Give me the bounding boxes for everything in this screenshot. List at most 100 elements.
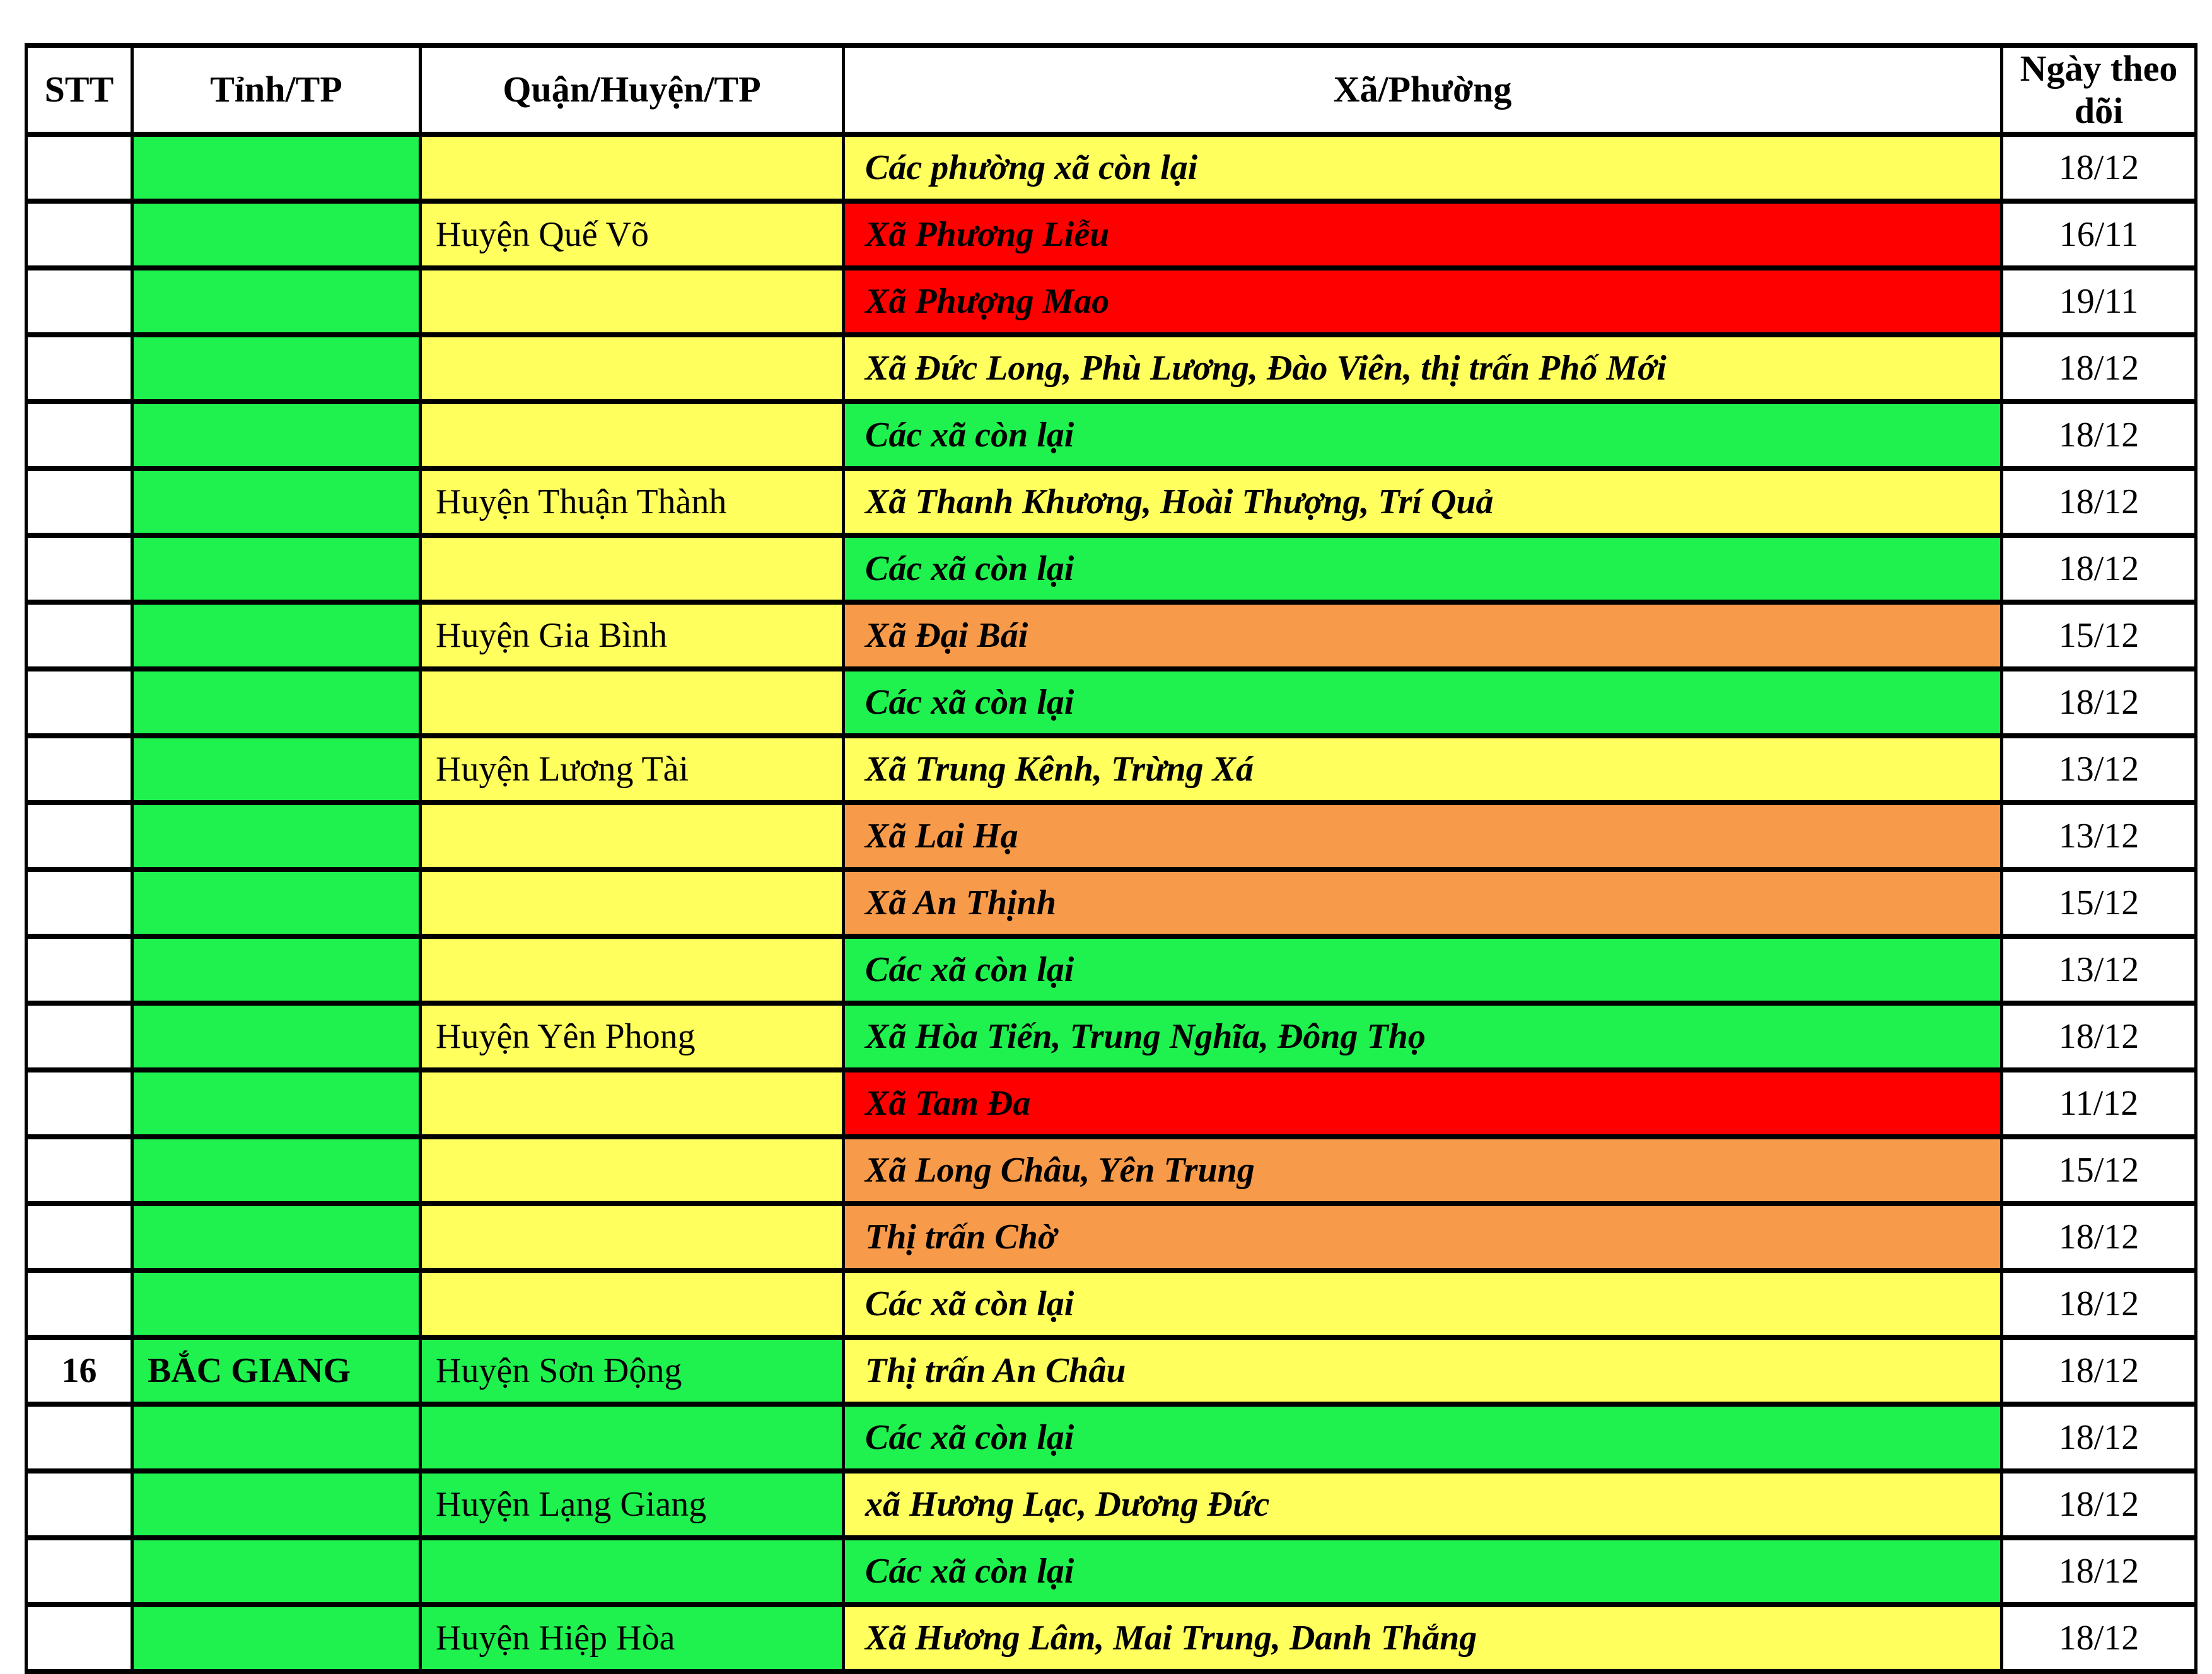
- district-cell: [419, 533, 845, 605]
- district-cell: [419, 132, 845, 204]
- ward-cell: Các phường xã còn lại: [842, 132, 2003, 204]
- province-cell: [131, 1268, 422, 1340]
- date-cell: 18/12: [2000, 666, 2197, 739]
- province-cell: [131, 1468, 422, 1541]
- ward-cell: Các xã còn lại: [842, 399, 2003, 472]
- province-cell: [131, 1402, 422, 1474]
- date-cell: 15/12: [2000, 867, 2197, 939]
- district-cell: [419, 666, 845, 739]
- stt-cell: [25, 1134, 134, 1207]
- province-cell: [131, 1134, 422, 1207]
- ward-cell: Xã Hương Lâm, Mai Trung, Danh Thắng: [842, 1602, 2003, 1674]
- date-cell: 18/12: [2000, 1335, 2197, 1407]
- table-body: Các phường xã còn lại 18/12 Huyện Quế Võ…: [25, 132, 2197, 1674]
- table-row: Xã Long Châu, Yên Trung 15/12: [25, 1134, 2197, 1207]
- ward-cell: Các xã còn lại: [842, 934, 2003, 1006]
- date-cell: 19/11: [2000, 265, 2197, 338]
- district-cell: Huyện Lương Tài: [419, 733, 845, 806]
- ward-cell: Xã Trung Kênh, Trừng Xá: [842, 733, 2003, 806]
- province-cell: [131, 332, 422, 405]
- stt-cell: [25, 1535, 134, 1608]
- province-cell: [131, 1535, 422, 1608]
- date-cell: 18/12: [2000, 1201, 2197, 1274]
- province-cell: [131, 533, 422, 605]
- province-cell: [131, 199, 422, 271]
- ward-cell: Xã Đức Long, Phù Lương, Đào Viên, thị tr…: [842, 332, 2003, 405]
- table-row: Xã Đức Long, Phù Lương, Đào Viên, thị tr…: [25, 332, 2197, 405]
- ward-cell: Xã Long Châu, Yên Trung: [842, 1134, 2003, 1207]
- table-row: Các xã còn lại 18/12: [25, 399, 2197, 472]
- table-row: Thị trấn Chờ 18/12: [25, 1201, 2197, 1274]
- district-cell: [419, 1535, 845, 1608]
- ward-cell: Xã Lai Hạ: [842, 800, 2003, 873]
- district-cell: [419, 1067, 845, 1140]
- ward-cell: Thị trấn Chờ: [842, 1201, 2003, 1274]
- date-cell: 13/12: [2000, 934, 2197, 1006]
- province-cell: [131, 733, 422, 806]
- stt-cell: [25, 399, 134, 472]
- table-row: Huyện Yên Phong Xã Hòa Tiến, Trung Nghĩa…: [25, 1001, 2197, 1073]
- province-cell: [131, 132, 422, 204]
- district-cell: [419, 332, 845, 405]
- table-row: Các xã còn lại 13/12: [25, 934, 2197, 1006]
- table-row: Xã Lai Hạ 13/12: [25, 800, 2197, 873]
- col-header-stt: STT: [25, 42, 134, 137]
- province-cell: [131, 867, 422, 939]
- date-cell: 18/12: [2000, 533, 2197, 605]
- province-cell: [131, 265, 422, 338]
- col-header-district: Quận/Huyện/TP: [419, 42, 845, 137]
- date-cell: 15/12: [2000, 600, 2197, 672]
- district-cell: [419, 934, 845, 1006]
- ward-cell: Xã Thanh Khương, Hoài Thượng, Trí Quả: [842, 466, 2003, 538]
- province-cell: [131, 600, 422, 672]
- date-cell: 15/12: [2000, 1134, 2197, 1207]
- district-cell: Huyện Sơn Động: [419, 1335, 845, 1407]
- table-row: Các phường xã còn lại 18/12: [25, 132, 2197, 204]
- stt-cell: [25, 199, 134, 271]
- table-row: Huyện Thuận Thành Xã Thanh Khương, Hoài …: [25, 466, 2197, 538]
- col-header-date: Ngày theo dõi: [2000, 42, 2197, 137]
- date-cell: 18/12: [2000, 1468, 2197, 1541]
- stt-cell: [25, 466, 134, 538]
- stt-cell: [25, 800, 134, 873]
- stt-cell: [25, 934, 134, 1006]
- stt-cell: [25, 867, 134, 939]
- table-row: Các xã còn lại 18/12: [25, 533, 2197, 605]
- stt-cell: [25, 1268, 134, 1340]
- ward-cell: Các xã còn lại: [842, 533, 2003, 605]
- province-cell: [131, 399, 422, 472]
- col-header-ward: Xã/Phường: [842, 42, 2003, 137]
- stt-cell: [25, 332, 134, 405]
- ward-cell: Các xã còn lại: [842, 666, 2003, 739]
- district-cell: Huyện Lạng Giang: [419, 1468, 845, 1541]
- table-row: Huyện Hiệp Hòa Xã Hương Lâm, Mai Trung, …: [25, 1602, 2197, 1674]
- district-cell: Huyện Thuận Thành: [419, 466, 845, 538]
- table-row: Huyện Lương Tài Xã Trung Kênh, Trừng Xá …: [25, 733, 2197, 806]
- table-row: Các xã còn lại 18/12: [25, 666, 2197, 739]
- province-cell: BẮC GIANG: [131, 1335, 422, 1407]
- ward-cell: xã Hương Lạc, Dương Đức: [842, 1468, 2003, 1541]
- province-cell: [131, 1201, 422, 1274]
- table-row: Huyện Gia Bình Xã Đại Bái 15/12: [25, 600, 2197, 672]
- stt-cell: [25, 132, 134, 204]
- table-row: Xã Tam Đa 11/12: [25, 1067, 2197, 1140]
- ward-cell: Xã Hòa Tiến, Trung Nghĩa, Đông Thọ: [842, 1001, 2003, 1073]
- date-cell: 18/12: [2000, 1535, 2197, 1608]
- stt-cell: [25, 1402, 134, 1474]
- date-cell: 18/12: [2000, 1602, 2197, 1674]
- ward-cell: Các xã còn lại: [842, 1402, 2003, 1474]
- province-cell: [131, 1602, 422, 1674]
- date-cell: 16/11: [2000, 199, 2197, 271]
- district-cell: [419, 1201, 845, 1274]
- district-cell: [419, 867, 845, 939]
- district-cell: [419, 800, 845, 873]
- ward-cell: Thị trấn An Châu: [842, 1335, 2003, 1407]
- district-cell: Huyện Quế Võ: [419, 199, 845, 271]
- page: { "palette": { "yellow": "#FFFF5D", "gre…: [25, 42, 2197, 1674]
- district-cell: [419, 1134, 845, 1207]
- district-cell: [419, 399, 845, 472]
- ward-cell: Các xã còn lại: [842, 1535, 2003, 1608]
- date-cell: 13/12: [2000, 733, 2197, 806]
- district-cell: [419, 265, 845, 338]
- stt-cell: [25, 600, 134, 672]
